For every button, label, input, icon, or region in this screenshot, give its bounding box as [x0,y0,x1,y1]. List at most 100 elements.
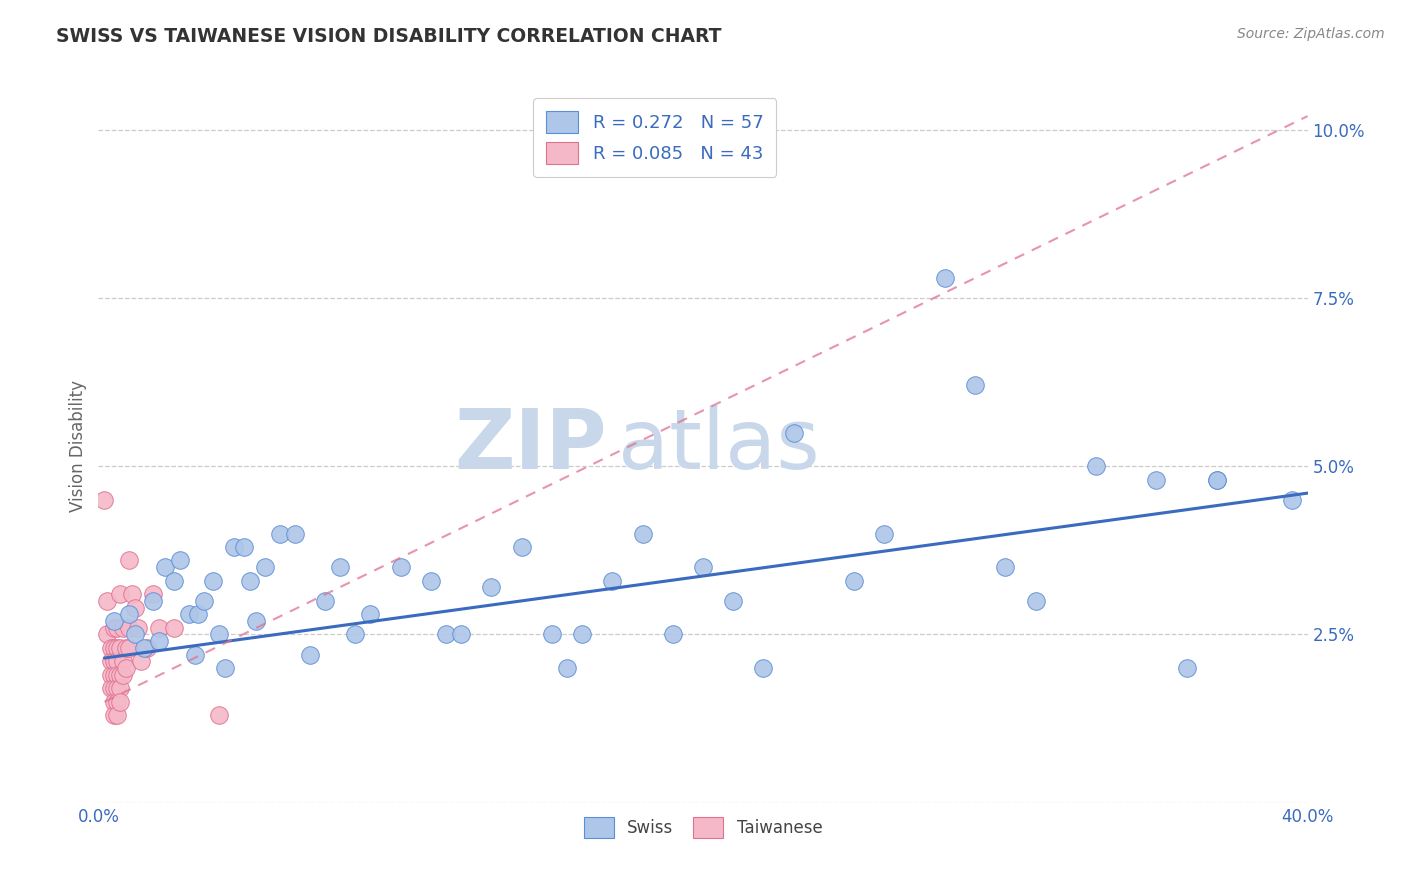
Point [105,621,128,635]
Point [100,640,122,655]
Text: atlas: atlas [619,406,820,486]
Point [184,648,207,662]
Point [108,640,131,655]
Point [934,270,956,285]
Point [1206,473,1229,487]
Point [299,648,322,662]
Point [1024,594,1046,608]
Point [844,574,866,588]
Point [111,668,134,682]
Point [100,681,122,696]
Point [103,695,125,709]
Point [118,640,141,655]
Point [127,621,149,635]
Point [723,594,745,608]
Point [103,708,125,723]
Point [224,540,246,554]
Point [114,661,136,675]
Point [208,708,231,723]
Point [108,695,131,709]
Point [214,661,236,675]
Point [179,607,201,622]
Point [450,627,472,641]
Point [148,634,170,648]
Point [163,574,186,588]
Point [360,607,382,622]
Point [239,574,262,588]
Text: SWISS VS TAIWANESE VISION DISABILITY CORRELATION CHART: SWISS VS TAIWANESE VISION DISABILITY COR… [56,27,721,45]
Point [602,574,624,588]
Point [1175,661,1198,675]
Point [103,621,125,635]
Point [344,627,367,641]
Point [481,580,503,594]
Point [103,681,125,696]
Point [692,560,714,574]
Point [105,681,128,696]
Legend: Swiss, Taiwanese: Swiss, Taiwanese [576,811,830,845]
Point [783,425,806,440]
Point [135,640,157,655]
Point [124,600,146,615]
Point [118,607,141,622]
Point [187,607,209,622]
Point [163,621,186,635]
Point [245,614,267,628]
Point [202,574,225,588]
Point [873,526,896,541]
Point [1206,473,1229,487]
Point [571,627,593,641]
Point [752,661,775,675]
Point [105,655,128,669]
Point [329,560,352,574]
Point [111,655,134,669]
Point [510,540,533,554]
Point [153,560,176,574]
Point [253,560,276,574]
Point [434,627,457,641]
Point [105,640,128,655]
Point [100,668,122,682]
Point [148,621,170,635]
Point [108,587,131,601]
Point [232,540,254,554]
Point [93,492,115,507]
Point [103,655,125,669]
Point [420,574,443,588]
Point [555,661,578,675]
Text: ZIP: ZIP [454,406,606,486]
Point [132,640,155,655]
Point [100,655,122,669]
Point [269,526,291,541]
Point [118,553,141,567]
Point [314,594,336,608]
Point [96,627,118,641]
Point [994,560,1017,574]
Point [169,553,191,567]
Point [105,695,128,709]
Point [96,594,118,608]
Point [103,640,125,655]
Point [129,655,152,669]
Point [1281,492,1303,507]
Point [108,668,131,682]
Point [105,668,128,682]
Point [103,614,125,628]
Point [124,627,146,641]
Point [121,587,143,601]
Point [118,621,141,635]
Point [142,594,165,608]
Point [1085,459,1108,474]
Point [111,621,134,635]
Point [661,627,683,641]
Point [1144,473,1167,487]
Y-axis label: Vision Disability: Vision Disability [69,380,87,512]
Point [284,526,307,541]
Point [965,378,987,392]
Point [142,587,165,601]
Text: Source: ZipAtlas.com: Source: ZipAtlas.com [1237,27,1385,41]
Point [103,668,125,682]
Point [540,627,562,641]
Point [208,627,231,641]
Point [389,560,412,574]
